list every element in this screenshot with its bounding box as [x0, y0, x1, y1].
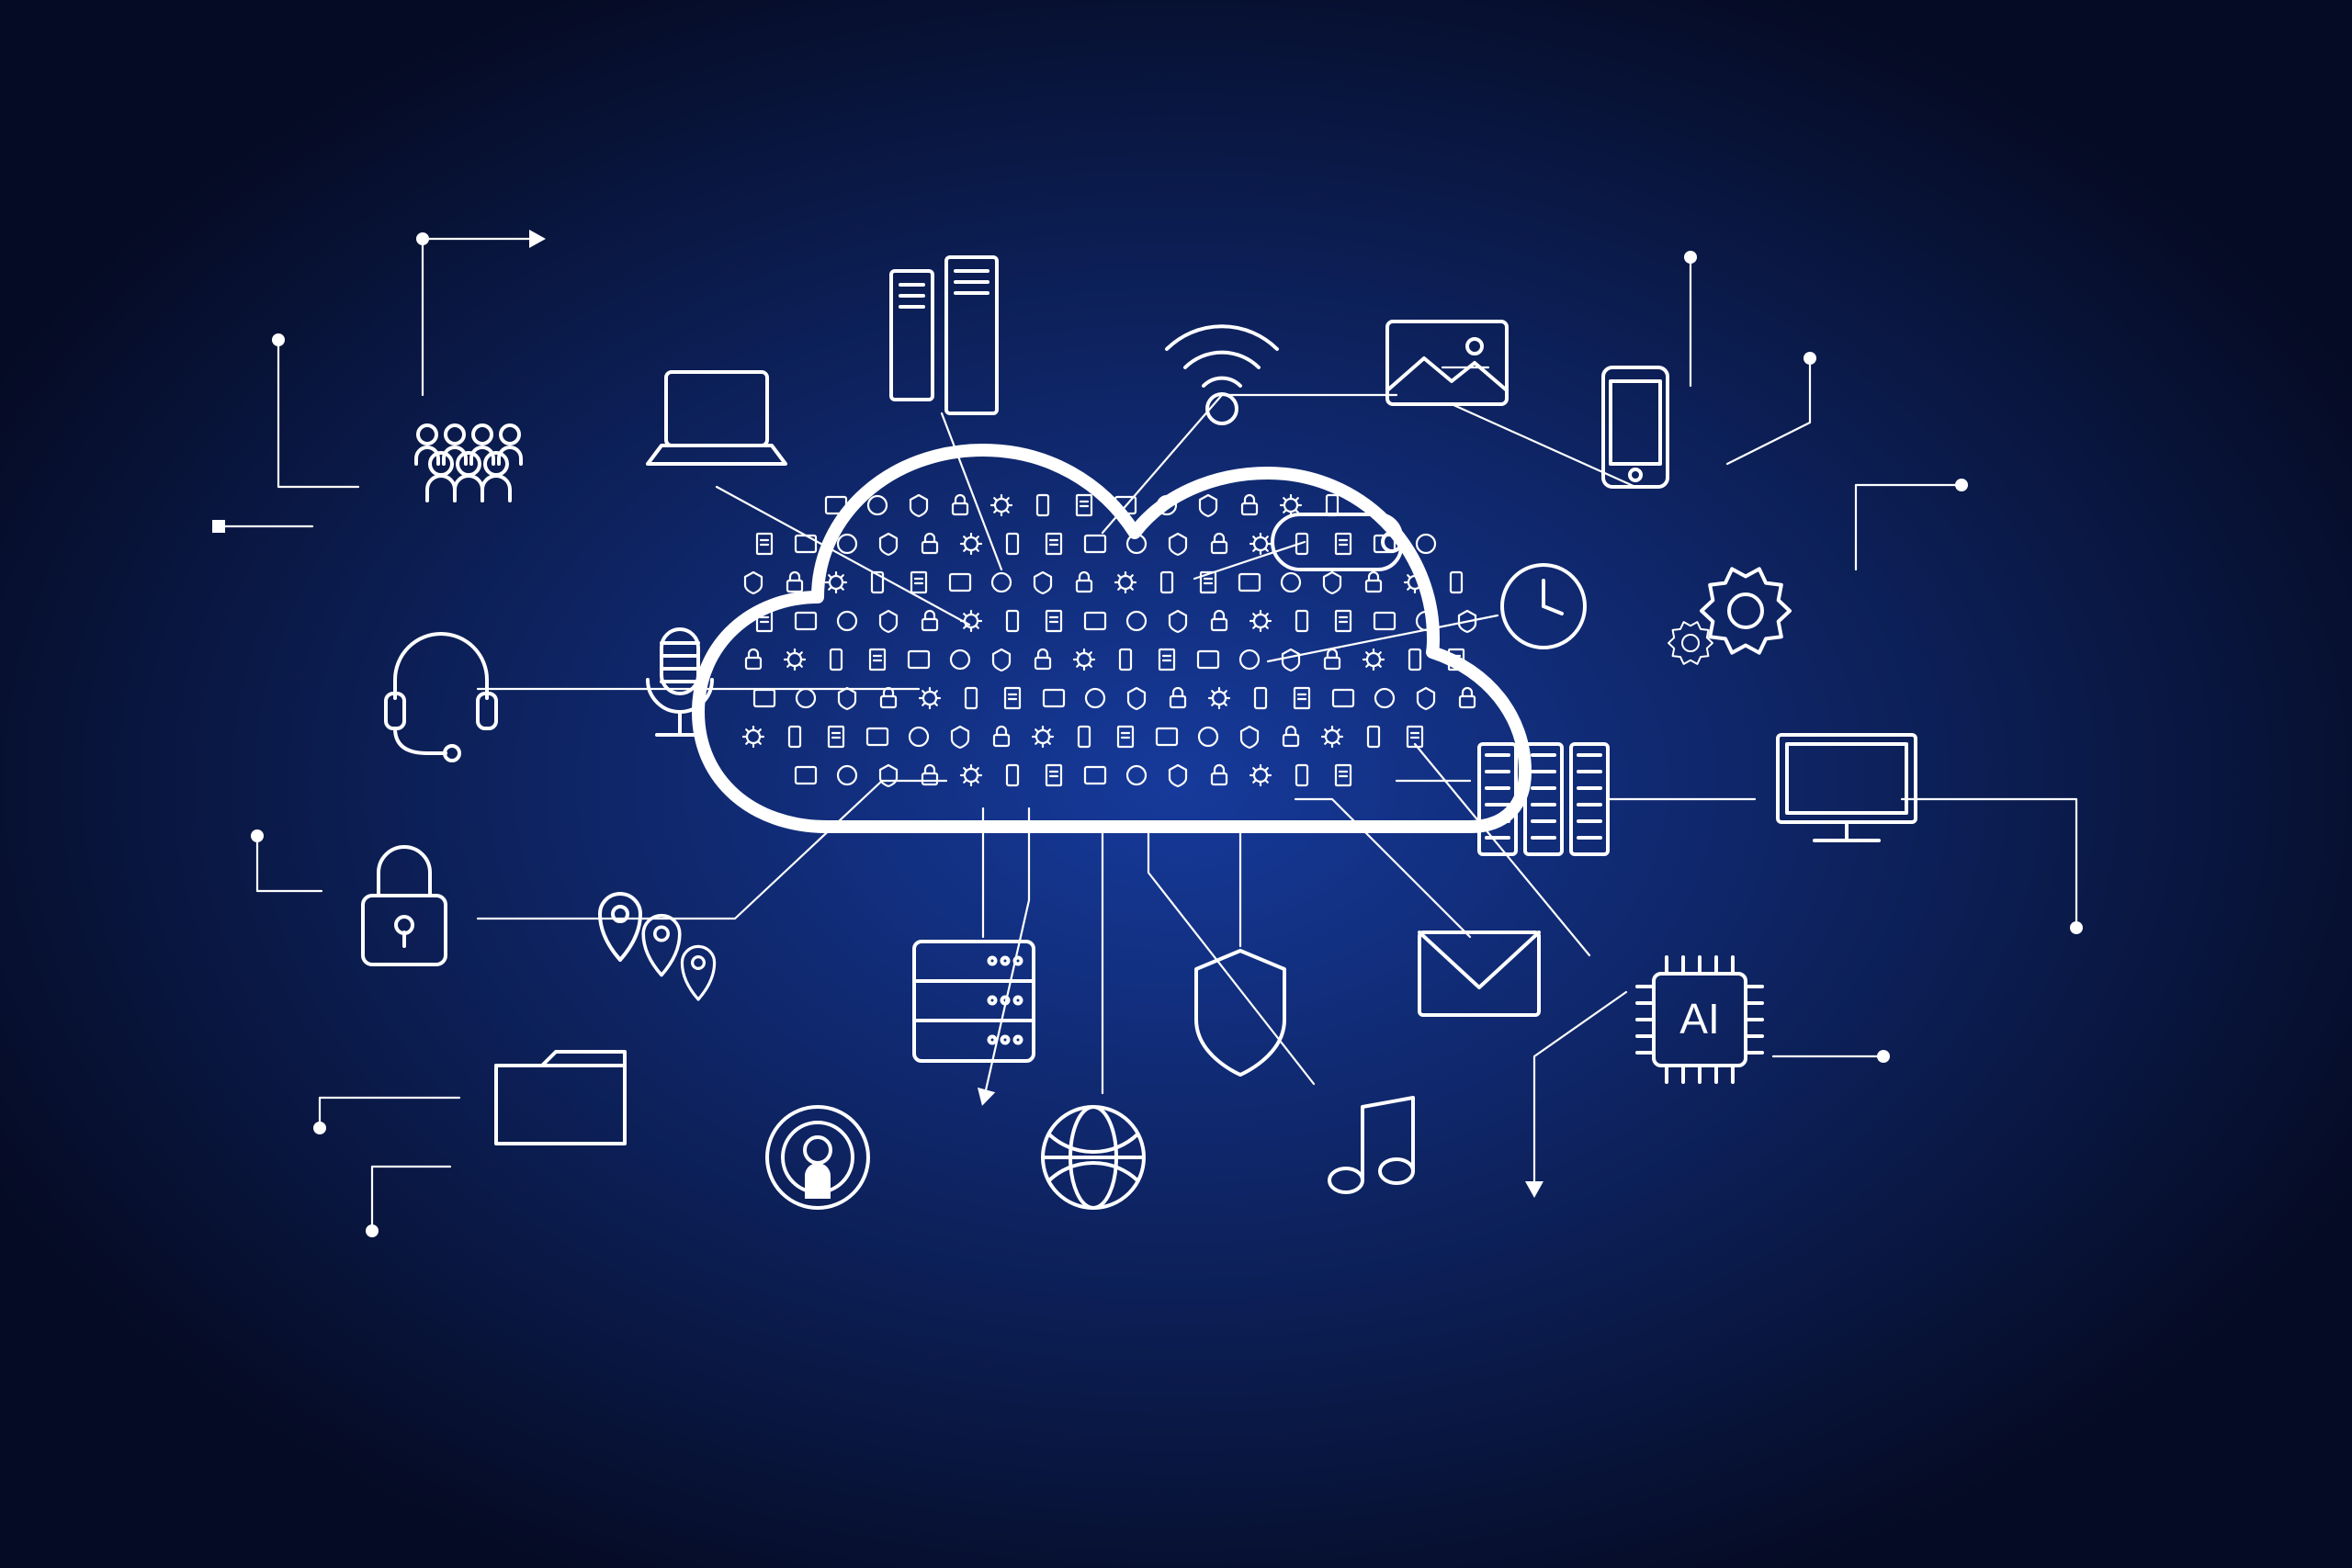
connector-line [478, 781, 946, 919]
endpoint-dot [2070, 921, 2083, 934]
cloud-center [698, 450, 1525, 827]
mail-icon [1419, 932, 1539, 1015]
connector-line [1295, 799, 1470, 937]
endpoint-dot [313, 1122, 326, 1134]
pins-icon [600, 894, 715, 999]
endpoint-arrow [973, 1088, 995, 1109]
phone-icon [1603, 367, 1668, 487]
endpoint-arrow [529, 230, 546, 248]
rack-icon [914, 942, 1034, 1061]
endpoint-dot [1877, 1050, 1890, 1063]
endpoint-dot [416, 232, 429, 245]
monitor-icon [1778, 735, 1916, 840]
podcast-icon [767, 1107, 868, 1208]
cloud-infographic: AI [0, 0, 2352, 1568]
racks3-icon [1479, 744, 1608, 854]
endpoint-dot [272, 333, 285, 346]
gear-icon [1668, 569, 1790, 663]
shield-icon [1196, 951, 1284, 1075]
connector-line [942, 413, 1001, 570]
headset-icon [386, 634, 496, 761]
endpoint-dot [1955, 479, 1968, 491]
lock-icon [363, 847, 446, 964]
ai-icon: AI [1637, 957, 1762, 1082]
ai-label: AI [1679, 995, 1719, 1043]
endpoint-dot [1804, 352, 1816, 365]
wifi-icon [1167, 326, 1277, 423]
connector-line [372, 1167, 450, 1231]
connector-line [320, 1098, 459, 1128]
endpoint-square [212, 520, 225, 533]
endpoint-arrow [1525, 1181, 1544, 1198]
connector-line [1534, 992, 1626, 1194]
nodes: AI [363, 257, 1916, 1208]
image-icon [1387, 321, 1507, 404]
connector-line [278, 340, 358, 487]
servers2-icon [891, 257, 997, 413]
connector-line [1452, 404, 1635, 487]
endpoint-dot [366, 1224, 379, 1237]
connector-line [983, 808, 1029, 1102]
people-icon [416, 425, 521, 501]
laptop-icon [648, 372, 786, 464]
globe-icon [1043, 1107, 1144, 1208]
connector-line [1856, 485, 1962, 570]
connector-line [423, 239, 542, 395]
music-icon [1329, 1098, 1413, 1192]
connector-line [257, 836, 322, 891]
folder-icon [496, 1052, 625, 1144]
connector-line [1902, 799, 2076, 928]
endpoint-dot [1684, 251, 1697, 264]
cloud-outline [698, 450, 1525, 827]
clock-icon [1502, 565, 1585, 648]
endpoint-dot [251, 829, 264, 842]
cloud-inner-icons [743, 495, 1476, 786]
connector-line [1727, 358, 1810, 464]
